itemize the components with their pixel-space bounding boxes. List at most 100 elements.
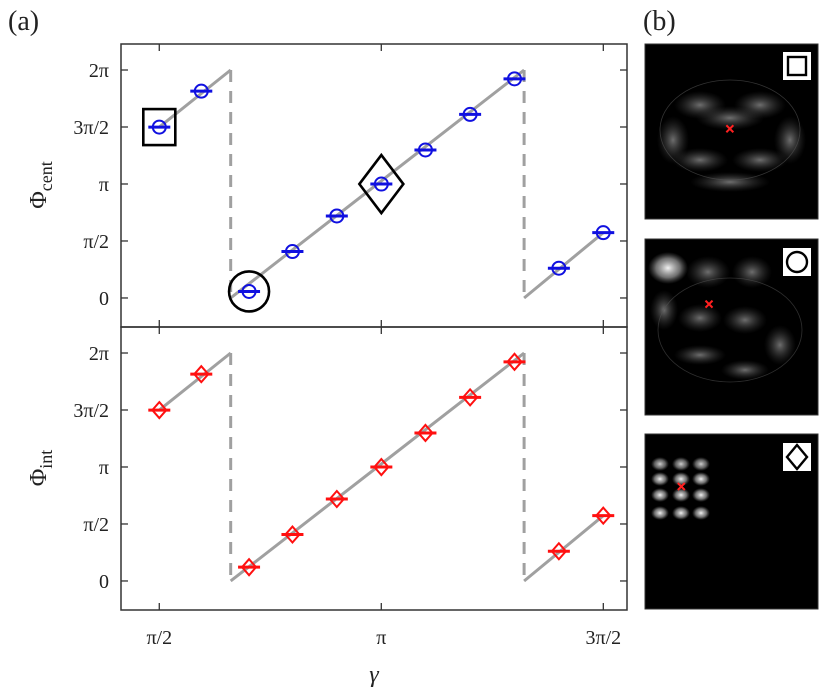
bottom-y-tick-label: 3π/2 (73, 400, 109, 422)
diamond-marker (284, 525, 301, 545)
circle-marker (373, 176, 389, 192)
centroid-cross (677, 482, 686, 491)
circle-marker (417, 142, 433, 158)
bottom-dashed-lines (229, 353, 526, 581)
top-data-point (459, 106, 482, 122)
cross-stroke (725, 124, 735, 133)
x-tick-label: π (376, 627, 386, 649)
panel-label-b: (b) (643, 6, 676, 37)
circle-marker (551, 260, 567, 276)
bottom-data-point (414, 423, 437, 443)
bottom-data-point (281, 525, 304, 545)
circle-marker (241, 283, 257, 299)
bottom-fit-line (158, 351, 232, 412)
integrated-phase-panel: 0 π/2 π 3π/2 2π π/2 π 3π/2 Φint γ (26, 326, 628, 688)
circle-marker (193, 83, 209, 99)
circle-highlight-icon (227, 270, 271, 313)
top-data-point (414, 142, 437, 158)
circle-marker (284, 244, 300, 260)
x-tick-label: 3π/2 (585, 627, 621, 649)
top-y-ticks: 0 π/2 π 3π/2 2π (73, 60, 627, 310)
bottom-y-axis-title: Φint (26, 450, 56, 487)
bottom-data-point (592, 506, 615, 526)
top-data-point (592, 225, 615, 241)
bottom-data-point (547, 541, 570, 561)
top-y-axis-title: Φcent (26, 161, 56, 209)
bottom-y-axis-subscript: int (36, 450, 56, 469)
image-frame (644, 433, 819, 610)
square-highlight-icon (142, 107, 177, 147)
top-y-tick-label: 0 (99, 288, 109, 310)
image-speckle (651, 457, 710, 520)
panel-label-a: (a) (8, 6, 39, 37)
top-data-point (148, 119, 171, 135)
bottom-data-point (238, 557, 261, 577)
diamond-marker (240, 557, 258, 577)
top-data-point (238, 283, 261, 299)
bottom-data-point (148, 400, 171, 420)
diamond-marker (417, 423, 434, 443)
centroid-cross (704, 299, 714, 309)
top-data-point (190, 83, 213, 99)
bottom-data-point (503, 352, 526, 372)
bottom-data-points (148, 352, 615, 577)
diamond-marker (373, 457, 390, 477)
image-speckle (657, 79, 806, 192)
bottom-data-point (325, 489, 348, 509)
top-x-ticks (158, 44, 604, 327)
top-y-tick-label: π/2 (83, 231, 109, 253)
diamond-marker (192, 364, 210, 384)
image-frame (644, 43, 819, 220)
central-phase-panel: 0 π/2 π 3π/2 2π Φcent (26, 43, 628, 328)
image-frame (644, 238, 819, 416)
top-data-points (148, 71, 615, 299)
cross-stroke (704, 299, 714, 309)
bottom-y-tick-label: π/2 (83, 514, 109, 536)
bottom-y-tick-label: π (99, 457, 109, 479)
bottom-y-axis-symbol: Φ (26, 469, 52, 487)
top-highlight-markers (142, 107, 405, 313)
diamond-icon (785, 443, 809, 471)
intensity-image-circle (644, 238, 819, 416)
x-axis-title: γ (369, 662, 379, 688)
top-data-point (547, 260, 570, 276)
bottom-data-point (370, 457, 393, 477)
centroid-cross (725, 124, 735, 133)
diamond-marker (461, 387, 479, 407)
diamond-marker (150, 400, 168, 420)
diamond-marker (550, 541, 568, 561)
top-data-point (325, 208, 348, 224)
circle-marker (462, 106, 478, 122)
bottom-y-tick-label: 2π (89, 343, 109, 365)
cross-stroke (677, 482, 686, 491)
top-data-point (281, 244, 304, 260)
diamond-highlight-icon (357, 152, 405, 216)
top-y-axis-symbol: Φ (26, 191, 52, 209)
bottom-data-point (459, 387, 482, 407)
square-icon (786, 55, 808, 77)
diamond-marker (506, 352, 523, 372)
circle-marker (506, 71, 522, 87)
circle-marker (595, 225, 611, 241)
image-speckle (648, 252, 803, 383)
bottom-y-tick-label: 0 (99, 571, 109, 593)
top-y-axis-subscript: cent (36, 161, 56, 191)
circle-marker (151, 119, 167, 135)
bottom-y-ticks: 0 π/2 π 3π/2 2π (73, 343, 627, 593)
x-tick-label: π/2 (146, 627, 172, 649)
intensity-image-diamond (644, 433, 819, 610)
intensity-image-square (644, 43, 819, 220)
top-y-tick-label: 2π (89, 60, 109, 82)
bottom-axes-frame (120, 326, 628, 611)
top-y-tick-label: 3π/2 (73, 117, 109, 139)
bottom-x-ticks: π/2 π 3π/2 (146, 327, 621, 649)
top-y-tick-label: π (99, 174, 109, 196)
top-dashed-lines (229, 70, 526, 298)
top-fit-line (158, 68, 232, 129)
circle-icon (785, 250, 809, 274)
top-data-point (370, 176, 393, 192)
bottom-data-point (190, 364, 213, 384)
top-data-point (503, 71, 526, 87)
diamond-marker (594, 506, 612, 526)
